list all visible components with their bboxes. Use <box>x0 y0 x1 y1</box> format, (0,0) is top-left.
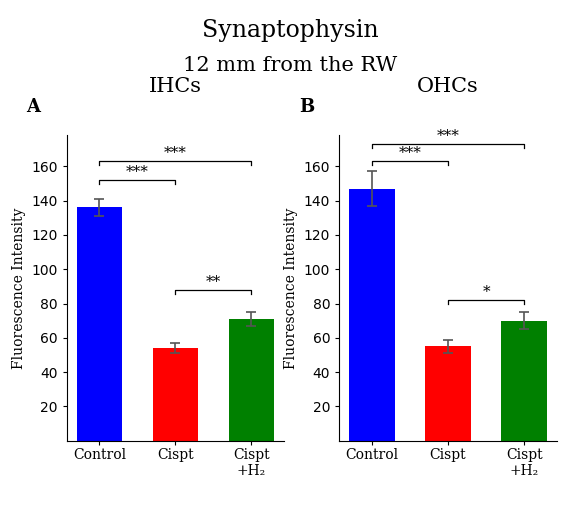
Text: ***: *** <box>437 129 459 143</box>
Bar <box>425 346 471 441</box>
Bar <box>153 348 198 441</box>
Text: ***: *** <box>126 165 149 179</box>
Text: OHCs: OHCs <box>417 76 478 96</box>
Bar <box>349 189 395 441</box>
Text: ***: *** <box>164 146 187 160</box>
Bar <box>501 321 547 441</box>
Y-axis label: Fluorescence Intensity: Fluorescence Intensity <box>284 208 298 369</box>
Text: A: A <box>26 98 40 116</box>
Text: IHCs: IHCs <box>148 76 202 96</box>
Text: ***: *** <box>398 146 422 160</box>
Text: **: ** <box>206 275 221 289</box>
Text: B: B <box>299 98 314 116</box>
Text: 12 mm from the RW: 12 mm from the RW <box>183 56 397 75</box>
Text: *: * <box>482 285 490 299</box>
Text: Synaptophysin: Synaptophysin <box>202 19 378 41</box>
Bar <box>77 208 122 441</box>
Bar <box>229 319 274 441</box>
Y-axis label: Fluorescence Intensity: Fluorescence Intensity <box>12 208 26 369</box>
